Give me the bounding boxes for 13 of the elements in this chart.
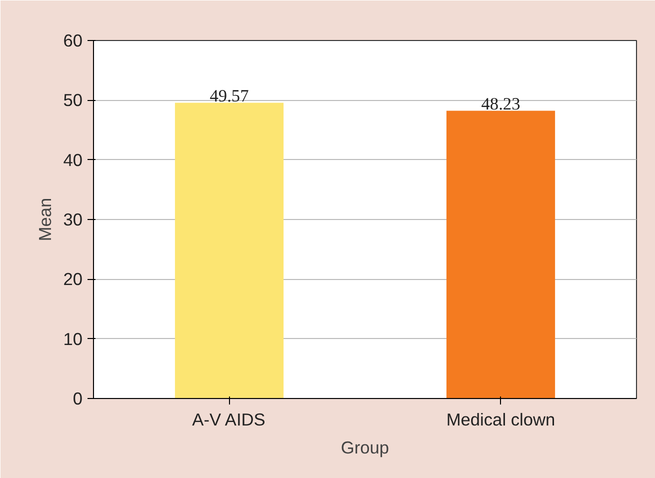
data-label: 49.57 xyxy=(210,86,250,106)
y-axis-title: Mean xyxy=(35,198,56,242)
y-tick-label: 10 xyxy=(63,328,83,349)
x-tick-label: A-V AIDS xyxy=(192,410,266,430)
y-tick-label: 40 xyxy=(63,150,83,170)
x-axis-title: Group xyxy=(340,438,390,458)
y-tick-label: 30 xyxy=(63,210,83,230)
y-tick-label: 0 xyxy=(72,388,83,408)
x-tick-label: Medical clown xyxy=(446,410,556,430)
y-tick-label: 60 xyxy=(63,30,83,50)
y-tick-label: 20 xyxy=(63,269,83,290)
data-label: 48.23 xyxy=(481,94,520,114)
y-tick-label: 50 xyxy=(63,90,83,110)
